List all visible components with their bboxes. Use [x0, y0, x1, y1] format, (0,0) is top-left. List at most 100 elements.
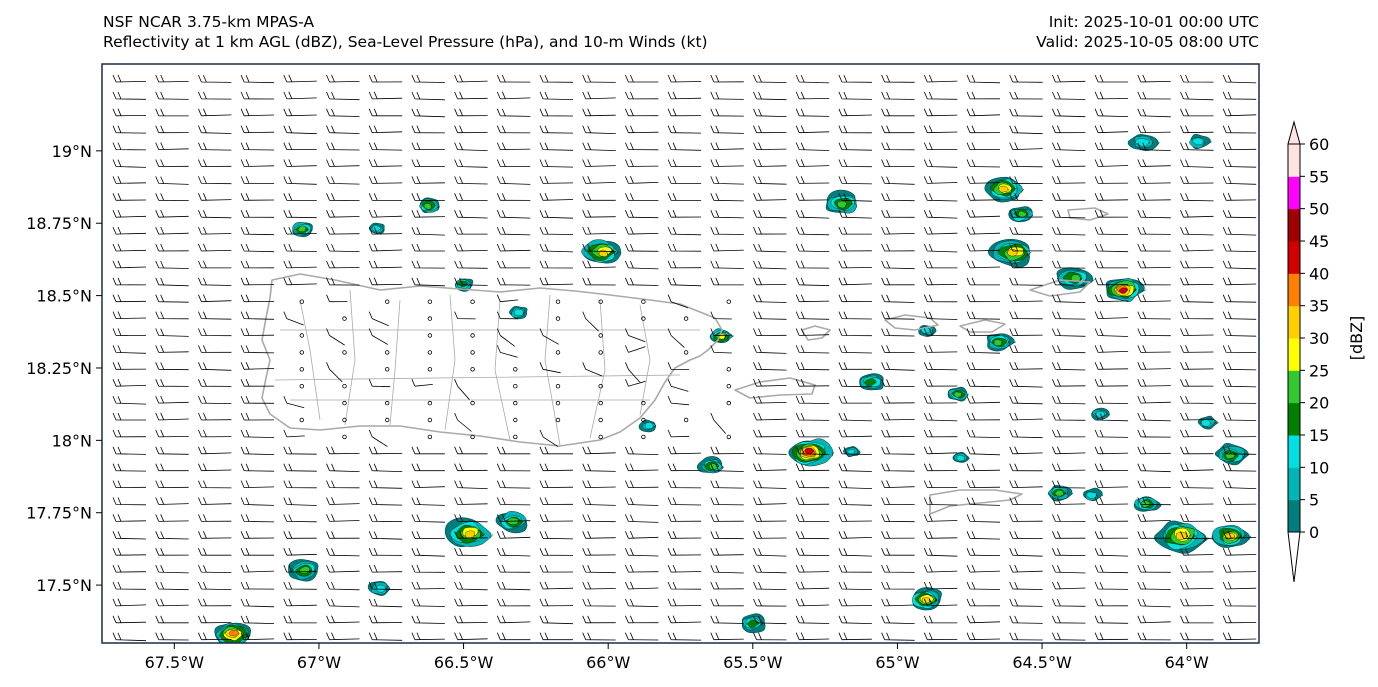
calm-wind-marker — [299, 299, 304, 304]
colorbar-segment — [1288, 305, 1300, 339]
reflectivity-cell — [214, 622, 252, 643]
colorbar-segment — [1288, 176, 1300, 210]
puerto-rico-municipal-lines — [274, 289, 700, 446]
reflectivity-cell — [1189, 133, 1212, 150]
calm-wind-marker — [683, 350, 689, 355]
x-tick-label: 64.5°W — [1012, 653, 1072, 672]
calm-wind-marker — [299, 367, 304, 372]
calm-wind-marker — [427, 417, 433, 423]
reflectivity-cell — [912, 587, 942, 611]
culebra-coastline — [801, 325, 831, 341]
y-tick-label: 18°N — [52, 431, 92, 450]
reflectivity-cell — [581, 239, 622, 264]
reflectivity-contour — [229, 629, 240, 637]
reflectivity-cell — [369, 222, 385, 234]
calm-wind-marker — [598, 384, 603, 389]
calm-wind-marker — [342, 417, 347, 423]
colorbar-tick-label: 25 — [1309, 361, 1329, 380]
y-tick-label: 17.5°N — [36, 576, 92, 595]
calm-wind-marker — [427, 400, 433, 406]
reflectivity-contour — [458, 280, 468, 288]
x-tick-label: 65°W — [875, 653, 919, 672]
tortola-coastline — [1029, 279, 1091, 297]
x-tick-label: 64°W — [1165, 653, 1209, 672]
st-croix-coastline — [929, 489, 1023, 515]
calm-wind-marker — [342, 350, 347, 355]
reflectivity-cell — [986, 333, 1017, 352]
wind-barbs — [112, 74, 1257, 642]
reflectivity-cell — [419, 197, 440, 213]
colorbar-extend-max — [1287, 120, 1301, 145]
reflectivity-contour — [513, 308, 524, 316]
x-tick-label: 67°W — [297, 653, 341, 672]
reflectivity-contour — [464, 530, 475, 538]
calm-wind-marker — [598, 333, 603, 338]
colorbar-tick-label: 5 — [1309, 491, 1319, 510]
colorbar-segment — [1288, 499, 1300, 533]
model-title: NSF NCAR 3.75-km MPAS-A — [103, 13, 315, 31]
reflectivity-contour — [371, 225, 382, 232]
reflectivity-contour — [1086, 491, 1097, 499]
calm-wind-marker — [513, 417, 518, 423]
colorbar-tick-label: 60 — [1309, 135, 1329, 154]
calm-wind-marker — [299, 350, 304, 355]
reflectivity-contour — [1192, 137, 1204, 146]
reflectivity-contour — [297, 225, 307, 232]
calm-wind-marker — [470, 400, 475, 406]
valid-time: Valid: 2025-10-05 08:00 UTC — [1036, 33, 1259, 51]
reflectivity-contour — [374, 584, 386, 593]
calm-wind-marker — [598, 434, 603, 440]
calm-wind-marker — [513, 384, 518, 389]
calm-wind-marker — [427, 350, 433, 355]
colorbar-tick-label: 40 — [1309, 264, 1329, 283]
calm-wind-marker — [470, 333, 475, 338]
colorbar-segment — [1288, 338, 1300, 371]
calm-wind-marker — [726, 434, 731, 440]
calm-wind-marker — [513, 434, 518, 440]
colorbar-segment — [1288, 467, 1300, 501]
calm-wind-marker — [299, 333, 304, 338]
calm-wind-marker — [385, 417, 390, 423]
calm-wind-marker — [427, 367, 433, 372]
calm-wind-marker — [385, 367, 390, 372]
calm-wind-marker — [342, 384, 347, 389]
x-tick-label: 66.5°W — [434, 653, 494, 672]
y-tick-label: 19°N — [52, 142, 92, 161]
calm-wind-marker — [683, 316, 689, 321]
wind-barbs-layer — [112, 74, 1257, 642]
reflectivity-contour — [423, 203, 432, 210]
coastlines — [261, 207, 1109, 515]
reflectivity-contour — [847, 448, 855, 456]
calm-wind-marker — [598, 299, 603, 304]
calm-wind-marker — [385, 299, 390, 304]
calm-wind-marker — [598, 350, 603, 355]
colorbar-tick-label: 45 — [1309, 232, 1329, 251]
colorbar-segment — [1288, 208, 1300, 242]
reflectivity-contour — [953, 391, 962, 398]
reflectivity-contour — [993, 339, 1003, 346]
colorbar-segment — [1288, 241, 1300, 274]
colorbar-tick-label: 50 — [1309, 200, 1329, 219]
reflectivity-contour — [864, 378, 877, 387]
calm-wind-marker — [427, 299, 433, 304]
colorbar-segment — [1288, 273, 1300, 307]
calm-wind-marker — [427, 333, 433, 338]
reflectivity-cell — [509, 305, 528, 320]
calm-wind-marker — [555, 316, 561, 321]
calm-wind-marker — [342, 400, 347, 406]
reflectivity-cell — [288, 559, 319, 582]
reflectivity-contour — [1118, 287, 1128, 294]
init-time: Init: 2025-10-01 00:00 UTC — [1048, 13, 1259, 31]
calm-wind-marker — [470, 367, 475, 372]
colorbar-tick-label: 0 — [1309, 523, 1319, 542]
reflectivity-contour — [837, 200, 848, 209]
colorbar-tick-label: 55 — [1309, 167, 1329, 186]
calm-wind-marker — [555, 299, 561, 304]
reflectivity-cell — [638, 419, 657, 433]
reflectivity-contour — [644, 422, 654, 430]
calm-wind-marker — [299, 417, 304, 423]
reflectivity-contour — [998, 185, 1009, 193]
reflectivity-layer — [214, 133, 1252, 643]
y-tick-label: 18.25°N — [26, 359, 92, 378]
